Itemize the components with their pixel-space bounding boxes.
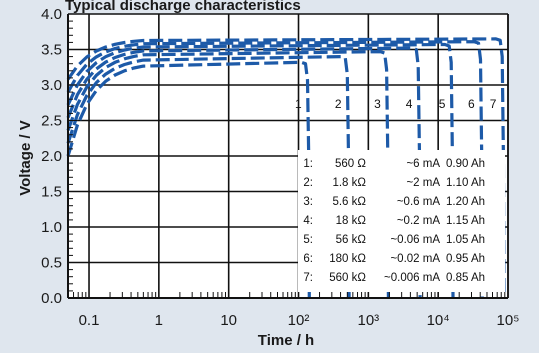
chart-axes: 0.0 0.5 1.0 1.5 2.0 2.5 3.0 3.5 4.0 0.1 1 10 10² 10³ 1… bbox=[41, 6, 519, 329]
legend-entry-7-col0: 7: bbox=[303, 272, 313, 284]
legend-entry-2-col0: 2: bbox=[303, 177, 313, 189]
curve-5 bbox=[66, 42, 455, 299]
legend-box bbox=[298, 150, 505, 292]
y-tick-label: 3.5 bbox=[41, 42, 62, 59]
legend-entry-5-col1: 56 kΩ bbox=[336, 234, 367, 246]
x-tick-label: 10⁵ bbox=[497, 312, 520, 329]
y-tick-label: 2.5 bbox=[41, 113, 62, 130]
curve-4 bbox=[66, 46, 422, 299]
legend-entry-6-col2: ~0.02 mA bbox=[390, 253, 440, 265]
y-tick-label: 1.5 bbox=[41, 184, 62, 201]
curve-6 bbox=[66, 40, 484, 299]
y-axis-title: Voltage / V bbox=[17, 120, 34, 196]
curve-label-2: 2 bbox=[335, 97, 342, 111]
legend-entry-4-col3: 1.15 Ah bbox=[446, 215, 485, 227]
legend-entry-4-col2: ~0.2 mA bbox=[397, 215, 440, 227]
curve-label-7: 7 bbox=[490, 97, 497, 111]
x-tick-label: 0.1 bbox=[79, 312, 100, 329]
legend-entry-3-col0: 3: bbox=[303, 196, 313, 208]
chart-legend: 1: 560 Ω ~6 mA 0.90 Ah 2: 1.8 kΩ ~2 mA 1.10 Ah 3… bbox=[303, 158, 485, 284]
curve-label-5: 5 bbox=[439, 97, 446, 111]
chart-curves bbox=[66, 37, 506, 299]
legend-entry-3-col1: 5.6 kΩ bbox=[332, 196, 366, 208]
curve-3 bbox=[66, 50, 390, 299]
curve-2 bbox=[66, 55, 351, 299]
chart-title: Typical discharge characteristics bbox=[65, 0, 301, 14]
legend-entry-2-col2: ~2 mA bbox=[406, 177, 440, 189]
legend-entry-1-col2: ~6 mA bbox=[406, 158, 440, 170]
legend-entry-7-col3: 0.85 Ah bbox=[446, 272, 485, 284]
legend-entry-2-col3: 1.10 Ah bbox=[446, 177, 485, 189]
curve-label-1: 1 bbox=[295, 97, 302, 111]
curve-label-4: 4 bbox=[406, 97, 413, 111]
x-tick-label: 10⁴ bbox=[427, 312, 450, 329]
legend-entry-7-col1: 560 kΩ bbox=[329, 272, 366, 284]
curve-label-6: 6 bbox=[468, 97, 475, 111]
legend-entry-5-col0: 5: bbox=[303, 234, 313, 246]
legend-entry-1-col3: 0.90 Ah bbox=[446, 158, 485, 170]
y-tick-label: 1.0 bbox=[41, 219, 62, 236]
curve-1 bbox=[66, 60, 311, 299]
x-tick-label: 10³ bbox=[357, 312, 379, 329]
legend-entry-5-col2: ~0.06 mA bbox=[390, 234, 440, 246]
legend-entry-4-col0: 4: bbox=[303, 215, 313, 227]
x-axis-title: Time / h bbox=[258, 332, 314, 349]
y-tick-label: 0.0 bbox=[41, 290, 62, 307]
curve-7 bbox=[66, 37, 506, 299]
legend-entry-3-col3: 1.20 Ah bbox=[446, 196, 485, 208]
x-tick-label: 10 bbox=[220, 312, 237, 329]
legend-entry-7-col2: ~0.006 mA bbox=[384, 272, 440, 284]
legend-entry-6-col1: 180 kΩ bbox=[329, 253, 366, 265]
legend-entry-1-col0: 1: bbox=[303, 158, 313, 170]
legend-entry-5-col3: 1.05 Ah bbox=[446, 234, 485, 246]
y-tick-label: 0.5 bbox=[41, 255, 62, 272]
legend-entry-6-col3: 0.95 Ah bbox=[446, 253, 485, 265]
legend-entry-3-col2: ~0.6 mA bbox=[397, 196, 440, 208]
legend-entry-4-col1: 18 kΩ bbox=[336, 215, 367, 227]
x-tick-label: 10² bbox=[288, 312, 310, 329]
curve-label-3: 3 bbox=[374, 97, 381, 111]
y-tick-label: 3.0 bbox=[41, 77, 62, 94]
legend-entry-6-col0: 6: bbox=[303, 253, 313, 265]
x-tick-label: 1 bbox=[155, 312, 163, 329]
curve-labels: 1 2 3 4 5 6 7 bbox=[295, 97, 497, 111]
y-tick-label: 2.0 bbox=[41, 148, 62, 165]
y-tick-label: 4.0 bbox=[41, 6, 62, 23]
legend-entry-1-col1: 560 Ω bbox=[335, 158, 366, 170]
legend-entry-2-col1: 1.8 kΩ bbox=[332, 177, 366, 189]
